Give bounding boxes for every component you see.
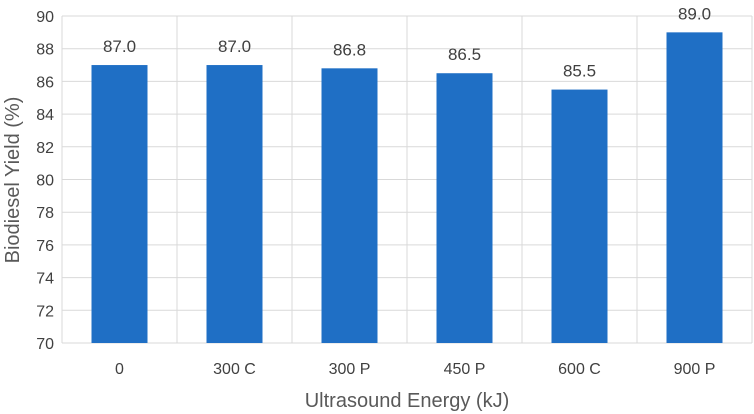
bar [321, 68, 378, 343]
y-tick-label: 84 [36, 107, 54, 124]
y-tick-label: 76 [36, 238, 54, 255]
data-label: 89.0 [678, 4, 711, 23]
x-tick-label: 0 [115, 361, 124, 378]
bar [666, 32, 723, 343]
y-tick-label: 82 [36, 140, 54, 157]
y-axis-ticks: 70 72 74 76 78 80 82 84 86 88 90 [36, 9, 54, 353]
grid-lines [61, 15, 753, 344]
y-tick-label: 90 [36, 9, 54, 26]
y-tick-label: 74 [36, 271, 54, 288]
bars [91, 32, 723, 344]
x-tick-label: 450 P [444, 361, 486, 378]
data-label: 86.5 [448, 45, 481, 64]
bar [551, 89, 608, 343]
x-axis-title: Ultrasound Energy (kJ) [305, 390, 510, 412]
x-tick-label: 300 P [329, 361, 371, 378]
x-tick-label: 300 C [213, 361, 256, 378]
x-axis-ticks: 0 300 C 300 P 450 P 600 C 900 P [115, 361, 715, 378]
data-label: 87.0 [218, 37, 251, 56]
bar [91, 65, 148, 344]
data-label: 86.8 [333, 40, 366, 59]
bar [206, 65, 263, 344]
y-axis-title: Biodiesel Yield (%) [2, 97, 24, 264]
bar [436, 73, 493, 343]
y-tick-label: 80 [36, 173, 54, 190]
y-tick-label: 70 [36, 336, 54, 353]
data-label: 87.0 [103, 37, 136, 56]
x-tick-label: 900 P [674, 361, 716, 378]
y-tick-label: 72 [36, 303, 54, 320]
y-tick-label: 78 [36, 205, 54, 222]
y-tick-label: 86 [36, 74, 54, 91]
data-label: 85.5 [563, 62, 596, 81]
y-tick-label: 88 [36, 42, 54, 59]
x-tick-label: 600 C [558, 361, 601, 378]
data-labels: 87.0 87.0 86.8 86.5 85.5 89.0 [103, 4, 711, 80]
